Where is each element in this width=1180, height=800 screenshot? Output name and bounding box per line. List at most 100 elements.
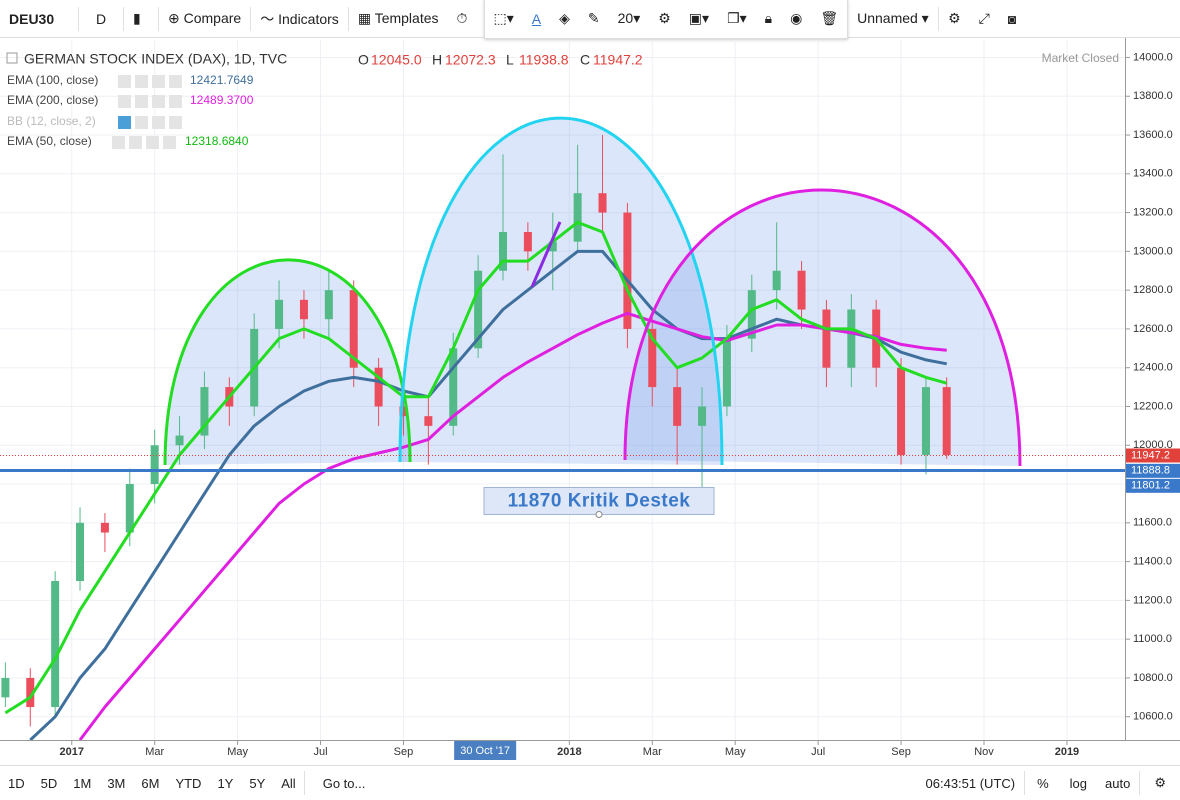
indicator-button[interactable] <box>135 95 148 108</box>
settings-button[interactable]: ⚙ <box>948 10 961 26</box>
range-button[interactable]: 1M <box>73 775 92 791</box>
log-button[interactable]: log <box>1069 775 1088 791</box>
candle-body <box>474 270 483 349</box>
separator <box>78 6 79 31</box>
range-button[interactable]: 1D <box>8 775 25 791</box>
y-tick-label: 12800.0 <box>1133 284 1173 296</box>
indicator-button[interactable] <box>169 75 182 88</box>
alert-button[interactable]: ⏱ <box>456 10 468 26</box>
annotation-handle[interactable] <box>595 510 603 518</box>
collapse-box[interactable] <box>6 52 18 64</box>
settings-tool[interactable]: ⚙ <box>658 10 671 26</box>
y-tick-label: 11400.0 <box>1133 556 1172 568</box>
price-tag <box>1126 463 1180 478</box>
y-tick-label: 13400.0 <box>1133 168 1173 180</box>
drawings-lines <box>163 116 1022 467</box>
indicator-button[interactable] <box>112 136 125 149</box>
goto-button[interactable]: Go to... <box>322 775 366 791</box>
y-tick-label: 10800.0 <box>1133 672 1173 684</box>
x-tick-label: Mar <box>145 746 164 758</box>
indicator-button[interactable] <box>152 75 165 88</box>
candle-body <box>1 677 10 698</box>
indicator-button[interactable] <box>129 136 142 149</box>
range-button[interactable]: 1Y <box>217 775 234 791</box>
candle-body <box>722 338 731 407</box>
interval[interactable]: D <box>95 10 107 27</box>
annotation-text: 11870 Kritik Destek <box>508 490 691 511</box>
indicator-button[interactable] <box>169 95 182 108</box>
range-button[interactable]: YTD <box>175 775 202 791</box>
x-tick-label: Jul <box>811 746 825 758</box>
candle-body <box>673 387 682 426</box>
compare-button[interactable]: ⊕ Compare <box>168 10 242 26</box>
lock-tool[interactable]: 🔒︎ <box>764 10 773 26</box>
arc[interactable] <box>163 258 412 466</box>
candle-body <box>598 193 607 213</box>
candle-body <box>51 580 60 708</box>
indicator-button[interactable] <box>152 95 165 108</box>
y-tick-label: 10600.0 <box>1133 711 1173 723</box>
copy-tool[interactable]: ❐▾ <box>727 10 747 26</box>
ohlc-value: 11938.8 <box>519 52 569 68</box>
snapshot-button[interactable]: ◙ <box>1007 10 1017 27</box>
y-tick-label: 12200.0 <box>1133 400 1173 412</box>
indicator-button[interactable] <box>118 116 131 129</box>
candle-body <box>747 290 756 339</box>
select-tool[interactable]: ⬚▾ <box>493 10 514 26</box>
hide-tool[interactable]: ◉ <box>790 10 803 26</box>
separator <box>347 6 349 31</box>
arc[interactable] <box>398 116 724 466</box>
indicator-button[interactable] <box>163 136 176 149</box>
market-status: Market Closed <box>1042 51 1119 65</box>
delete-tool[interactable]: 🗑︎ <box>820 10 839 26</box>
indicator-button[interactable] <box>146 136 159 149</box>
fill-color[interactable]: ◈ <box>559 10 570 26</box>
clone-tool[interactable]: ▣▾ <box>688 10 710 26</box>
arc[interactable] <box>623 188 1022 467</box>
range-button[interactable]: 5D <box>40 775 58 791</box>
line-width[interactable]: 20▾ <box>617 10 641 26</box>
price-tag-label: 11801.2 <box>1131 480 1170 492</box>
y-tick-label: 12400.0 <box>1133 362 1173 374</box>
indicator-button[interactable] <box>152 116 165 129</box>
x-tick-label: 2017 <box>59 746 83 758</box>
top-toolbar: DEU30 D ▮ ⊕ Compare 〜 Indicators ▦ Templ… <box>0 0 1180 39</box>
candle-body <box>374 367 383 407</box>
indicator-button[interactable] <box>135 75 148 88</box>
candle-body <box>349 290 358 368</box>
indicator-name: EMA (50, close) <box>7 134 92 148</box>
arc-fill <box>400 118 722 465</box>
auto-button[interactable]: auto <box>1105 775 1131 791</box>
indicator-button[interactable] <box>118 95 131 108</box>
separator <box>303 771 305 795</box>
percent-button[interactable]: % <box>1037 775 1049 791</box>
ohlc-key: L <box>506 52 514 68</box>
line-width-label: 20 <box>617 10 634 26</box>
y-tick-label: 11000.0 <box>1133 633 1172 645</box>
drawing-toolbar: ⬚▾ A ◈ ✎ 20▾ ⚙ ▣▾ ❐▾ 🔒︎ ◉ 🗑︎ <box>483 0 849 39</box>
annotation-box[interactable] <box>483 486 715 515</box>
separator <box>250 6 252 31</box>
range-button[interactable]: All <box>281 775 296 791</box>
chart-settings[interactable]: ⚙ <box>1154 775 1166 790</box>
indicator-value: 12421.7649 <box>190 73 254 87</box>
symbol[interactable]: DEU30 <box>9 10 55 27</box>
fullscreen-button[interactable]: ⤢ <box>978 10 990 26</box>
templates-button[interactable]: ▦ Templates <box>357 10 439 26</box>
text-color[interactable]: A <box>531 10 542 27</box>
range-button[interactable]: 5Y <box>249 775 266 791</box>
candle-body <box>150 445 159 485</box>
range-button[interactable]: 6M <box>141 775 160 791</box>
indicator-button[interactable] <box>118 75 131 88</box>
ohlc-key: O <box>358 52 369 68</box>
line-color[interactable]: ✎ <box>587 10 600 26</box>
ohlc-key: C <box>580 52 590 68</box>
separator <box>123 6 124 31</box>
indicators-button[interactable]: 〜 Indicators <box>260 10 339 27</box>
range-button[interactable]: 3M <box>107 775 126 791</box>
chart-style-button[interactable]: ▮ <box>133 10 141 26</box>
layout-button[interactable]: Unnamed ▾ <box>857 10 929 26</box>
indicator-button[interactable] <box>135 116 148 129</box>
indicator-button[interactable] <box>169 116 182 129</box>
trend-line[interactable] <box>530 221 562 288</box>
